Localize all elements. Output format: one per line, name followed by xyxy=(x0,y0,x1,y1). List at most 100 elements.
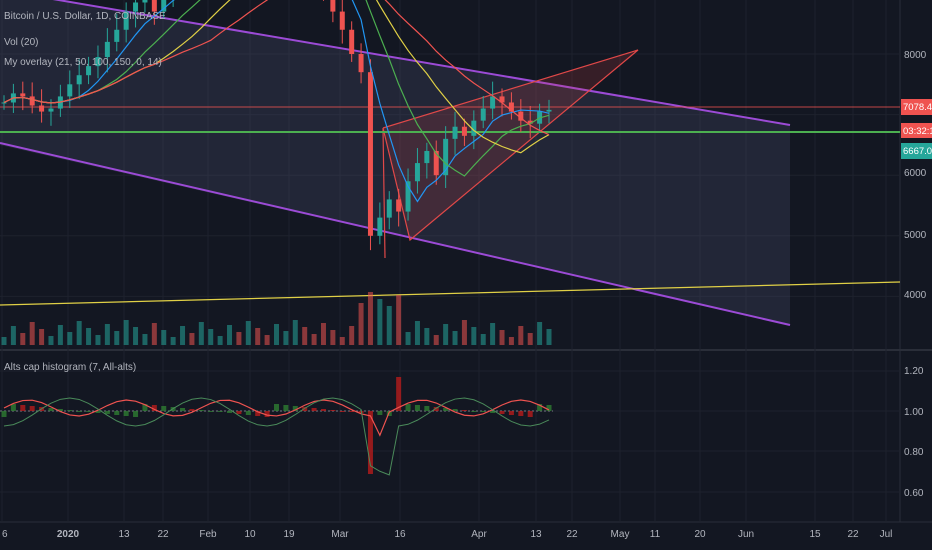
candle-body xyxy=(95,57,101,67)
volume-bar xyxy=(274,324,279,345)
symbol-legend[interactable]: Bitcoin / U.S. Dollar, 1D, COINBASE xyxy=(4,11,166,22)
histogram-bar xyxy=(264,411,270,417)
volume-bar xyxy=(283,331,289,345)
histogram-bar xyxy=(518,411,524,416)
x-tick-label: 22 xyxy=(847,529,859,540)
channel-lower-line[interactable] xyxy=(0,142,791,326)
candle-body xyxy=(367,72,373,236)
histogram-bar xyxy=(180,408,186,411)
histogram-bar xyxy=(320,409,326,411)
volume-bar xyxy=(236,332,242,345)
wedge-left-vertical[interactable] xyxy=(382,127,386,259)
volume-bar xyxy=(537,322,543,345)
volume-bar xyxy=(499,330,505,345)
candle-body xyxy=(29,96,35,106)
volume-bar xyxy=(546,329,552,345)
histogram-bar xyxy=(499,411,505,414)
candle-body xyxy=(443,138,449,176)
volume-bar xyxy=(39,329,45,345)
candle-body xyxy=(161,0,167,12)
channel-upper-line[interactable] xyxy=(0,0,791,126)
histogram-bar xyxy=(189,409,195,411)
support-price-badge: 6667.00 xyxy=(901,143,932,159)
volume-bar xyxy=(170,337,176,345)
candle-body xyxy=(104,41,110,58)
x-tick-label: 10 xyxy=(244,529,256,540)
volume-bar xyxy=(142,334,148,345)
histogram-bar xyxy=(86,411,92,412)
candle-body xyxy=(386,199,392,218)
histogram-bar xyxy=(57,409,63,411)
volume-bar xyxy=(433,335,439,345)
volume-bar xyxy=(1,337,7,345)
countdown-badge: 03:32:17 xyxy=(901,123,932,138)
volume-bar xyxy=(104,324,110,345)
yellow-trend-line[interactable] xyxy=(0,281,901,306)
candle-body xyxy=(123,11,129,30)
x-tick-label: Apr xyxy=(471,529,487,540)
histogram-bar xyxy=(48,408,54,411)
histogram-bar xyxy=(161,406,167,411)
volume-bar xyxy=(320,323,326,345)
candle-body xyxy=(76,75,82,85)
overlay-legend[interactable]: My overlay (21, 50, 100, 150, 0, 14) xyxy=(4,57,162,68)
candle-body xyxy=(508,102,514,112)
volume-bar xyxy=(114,331,120,345)
volume-bar xyxy=(508,337,514,345)
moving-average-lines xyxy=(3,0,550,203)
histogram-bar xyxy=(133,411,139,417)
volume-bar xyxy=(95,335,101,345)
sub-pane-background xyxy=(0,352,900,522)
main-pane-background xyxy=(0,0,900,348)
volume-legend[interactable]: Vol (20) xyxy=(4,37,38,48)
candle-body xyxy=(377,217,383,236)
ma-150-line xyxy=(3,0,550,136)
candle-body xyxy=(86,66,92,76)
volume-bar xyxy=(527,333,533,345)
candle-body xyxy=(433,150,439,176)
sub-pane-legend[interactable]: Alts cap histogram (7, All-alts) xyxy=(4,362,136,373)
x-tick-label: 22 xyxy=(157,529,169,540)
svg-text:6667.00: 6667.00 xyxy=(903,146,932,157)
volume-bar xyxy=(48,336,54,345)
x-tick-label: 13 xyxy=(118,529,130,540)
volume-bar xyxy=(180,326,186,345)
histogram-bar xyxy=(208,411,214,412)
sub-y-tick-label: 1.20 xyxy=(904,366,924,377)
volume-bar xyxy=(358,303,364,345)
volume-bar xyxy=(349,326,355,345)
sub-pane-axis[interactable]: 1.20 1.00 0.80 0.60 xyxy=(904,366,924,499)
histogram-bar xyxy=(20,405,26,411)
histogram-bar xyxy=(330,410,336,411)
histogram-bar xyxy=(414,405,420,411)
volume-bar xyxy=(189,333,195,345)
sub-y-tick-label: 1.00 xyxy=(904,407,924,418)
volume-bars xyxy=(1,292,552,345)
x-tick-label: 11 xyxy=(650,529,661,540)
time-axis[interactable]: 6 2020 13 22 Feb 10 19 Mar 16 Apr 13 22 May 11 20 Jun 15… xyxy=(2,529,892,540)
volume-bar xyxy=(452,331,458,345)
volume-bar xyxy=(339,337,345,345)
x-tick-label: 15 xyxy=(809,529,821,540)
histogram-bar xyxy=(546,405,552,411)
volume-bar xyxy=(264,335,270,345)
volume-bar xyxy=(490,323,496,345)
candle-body xyxy=(518,111,524,121)
histogram-bar xyxy=(142,404,148,411)
candle-body xyxy=(339,11,345,30)
volume-bar xyxy=(208,329,214,345)
sub-y-tick-label: 0.60 xyxy=(904,488,924,499)
volume-bar xyxy=(161,330,167,345)
x-tick-label: Jun xyxy=(738,529,754,540)
candle-body xyxy=(330,0,336,12)
volume-bar xyxy=(405,332,411,345)
histogram-bar xyxy=(95,411,101,413)
y-tick-label: 4000 xyxy=(904,290,927,301)
rising-wedge-outline[interactable] xyxy=(382,49,639,242)
histogram-bar xyxy=(1,411,7,417)
price-axis[interactable]: 8000 6000 5000 4000 xyxy=(904,50,927,301)
volume-bar xyxy=(330,330,336,345)
volume-bar xyxy=(67,332,73,345)
volume-bar xyxy=(518,326,524,345)
